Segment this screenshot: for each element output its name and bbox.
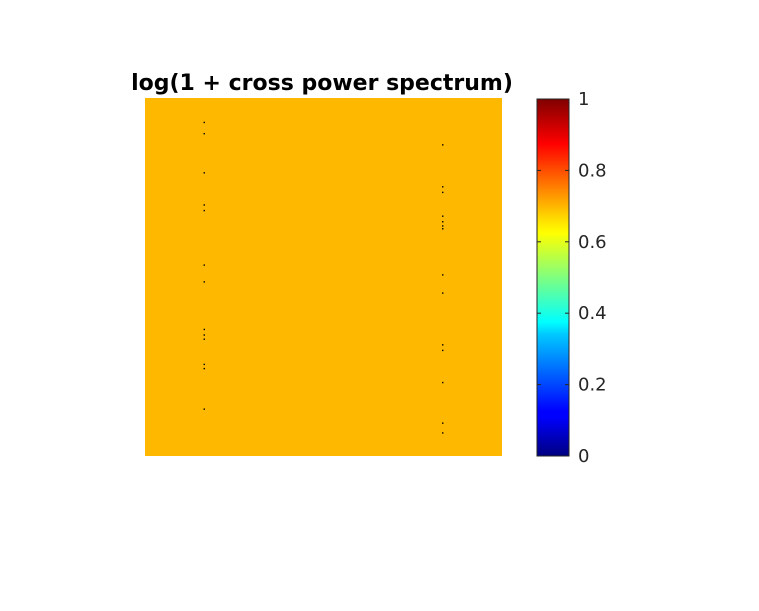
colorbar-tick-label: 0 bbox=[578, 446, 589, 467]
heatmap-point bbox=[203, 408, 205, 410]
heatmap-point bbox=[442, 221, 444, 223]
colorbar-tick-label: 0.2 bbox=[578, 375, 607, 396]
colorbar-tick-label: 0.8 bbox=[578, 160, 607, 181]
heatmap-point bbox=[203, 281, 205, 283]
heatmap-points bbox=[203, 121, 444, 434]
heatmap-point bbox=[203, 132, 205, 135]
heatmap-point bbox=[442, 144, 444, 146]
heatmap-point bbox=[442, 344, 444, 346]
heatmap-background bbox=[145, 98, 502, 456]
colorbar-tick-label: 0.6 bbox=[578, 232, 607, 253]
chart-title: log(1 + cross power spectrum) bbox=[131, 71, 513, 96]
heatmap-point bbox=[442, 381, 444, 384]
heatmap-point bbox=[203, 204, 205, 206]
colorbar-ticks: 0 0.2 0.4 0.6 0.8 1 bbox=[537, 89, 607, 467]
heatmap-point bbox=[203, 328, 205, 331]
heatmap-point bbox=[442, 292, 444, 294]
colorbar-tick-label: 0.4 bbox=[578, 303, 607, 324]
heatmap-point bbox=[203, 172, 205, 174]
heatmap-point bbox=[442, 186, 444, 188]
colorbar-frame bbox=[536, 98, 570, 457]
heatmap-point bbox=[203, 121, 205, 124]
heatmap-point bbox=[442, 225, 444, 227]
heatmap-point bbox=[442, 349, 444, 352]
heatmap-point bbox=[442, 228, 444, 230]
heatmap-image bbox=[145, 98, 502, 456]
heatmap-point bbox=[442, 215, 444, 217]
heatmap-point bbox=[203, 264, 205, 266]
colorbar-tick-label: 1 bbox=[578, 89, 589, 110]
heatmap-point bbox=[442, 274, 444, 276]
colorbar-gradient bbox=[537, 99, 569, 456]
heatmap-point bbox=[203, 367, 205, 370]
heatmap-point bbox=[203, 338, 205, 340]
heatmap-point bbox=[442, 191, 444, 194]
heatmap-point bbox=[442, 422, 444, 424]
heatmap-point bbox=[203, 209, 205, 212]
heatmap-point bbox=[203, 363, 205, 366]
heatmap-point bbox=[442, 432, 444, 434]
heatmap-point bbox=[203, 334, 205, 336]
colorbar: 0 0.2 0.4 0.6 0.8 1 bbox=[536, 89, 607, 467]
